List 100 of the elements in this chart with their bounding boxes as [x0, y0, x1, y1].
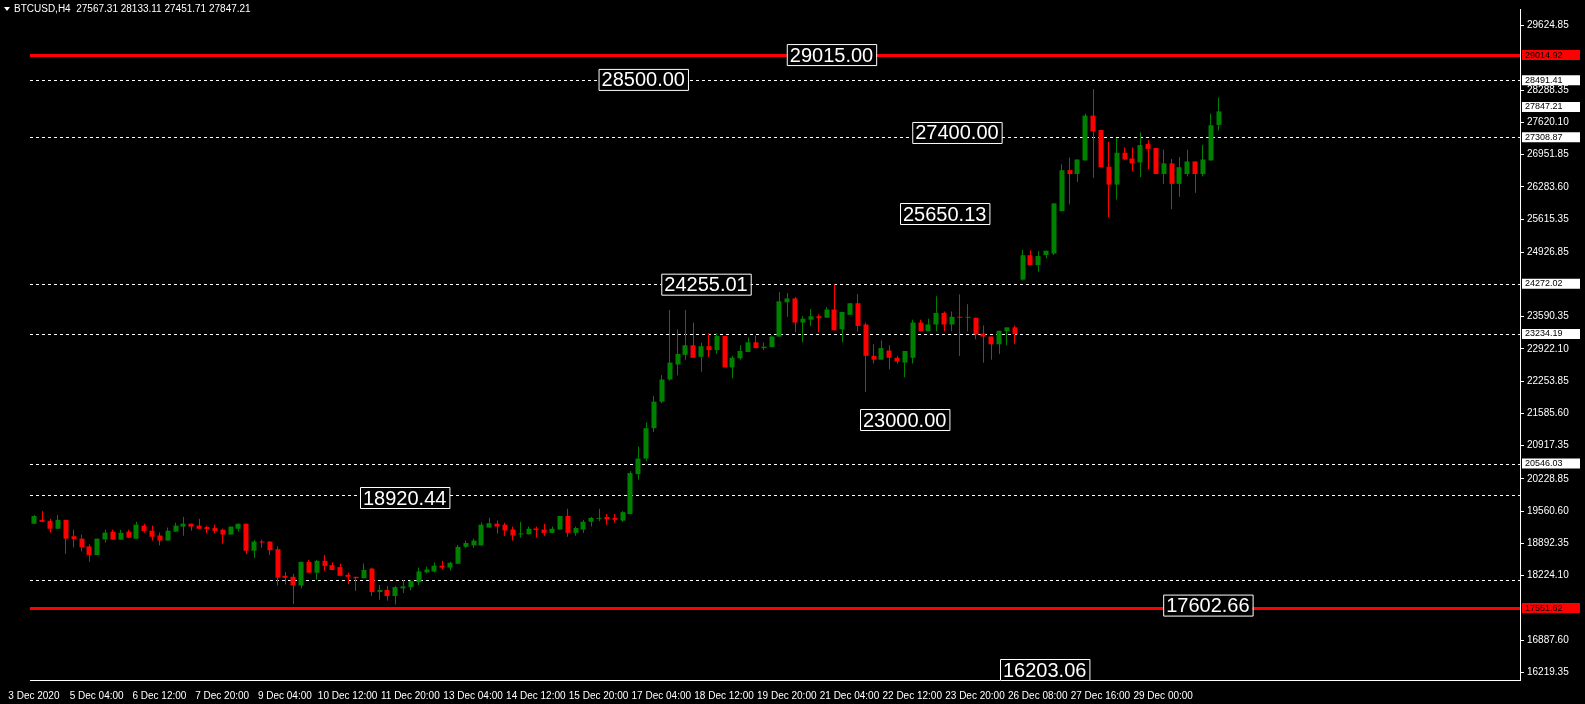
candlestick	[1090, 88, 1096, 179]
candlestick	[941, 310, 947, 332]
x-tick-label: 13 Dec 04:00	[443, 689, 504, 701]
chart-title: BTCUSD,H4 27567.31 28133.11 27451.71 27847.21	[14, 2, 252, 14]
candlestick	[855, 293, 861, 332]
y-tick-label: 26283.60	[1527, 180, 1570, 192]
candlestick	[886, 344, 892, 370]
ref-line-label: 20546.03	[1525, 458, 1563, 469]
candlestick	[871, 343, 877, 365]
candlestick	[392, 585, 398, 606]
y-tick-label: 24926.85	[1527, 246, 1570, 258]
annotation: 16203.06	[1003, 658, 1087, 681]
y-tick-label: 20917.35	[1527, 439, 1570, 451]
x-tick-label: 9 Dec 04:00	[257, 689, 313, 701]
candlestick	[1216, 97, 1222, 131]
ref-line-label: 28491.41	[1525, 74, 1563, 85]
annotation: 25650.13	[903, 202, 987, 225]
x-tick-label: 3 Dec 2020	[8, 689, 60, 701]
y-tick-label: 23590.35	[1527, 310, 1570, 322]
y-tick-label: 22922.10	[1527, 342, 1570, 354]
ref-line-label: 23234.19	[1525, 328, 1563, 339]
x-tick-label: 5 Dec 04:00	[69, 689, 125, 701]
candlestick	[933, 295, 939, 332]
candlestick	[949, 310, 955, 332]
y-tick-label: 21585.60	[1527, 407, 1570, 419]
candlestick	[518, 521, 524, 539]
candlestick	[667, 309, 673, 381]
annotation: 17602.66	[1166, 594, 1250, 617]
candlestick	[1035, 250, 1041, 273]
y-tick-label: 28288.35	[1527, 83, 1570, 95]
candlestick	[1137, 131, 1143, 178]
candlestick	[839, 311, 845, 343]
x-tick-label: 21 Dec 04:00	[819, 689, 880, 701]
x-tick-label: 23 Dec 20:00	[945, 689, 1006, 701]
candlestick	[369, 567, 375, 597]
candlestick	[1192, 160, 1198, 194]
candlestick	[1184, 149, 1190, 177]
candlestick	[565, 508, 571, 538]
text: 27847.21	[1525, 101, 1563, 112]
x-tick-label: 18 Dec 12:00	[694, 689, 755, 701]
ref-line-label: 27308.87	[1525, 131, 1563, 142]
candlestick	[706, 332, 712, 358]
y-tick-label: 16219.35	[1527, 666, 1570, 678]
y-tick-label: 18224.10	[1527, 569, 1570, 581]
candlestick	[290, 573, 296, 605]
candlestick	[675, 328, 681, 376]
candlestick	[1106, 141, 1112, 218]
candlestick	[635, 446, 641, 481]
y-tick-label: 26951.85	[1527, 148, 1570, 160]
candlestick	[714, 332, 720, 355]
y-tick-label: 22253.85	[1527, 374, 1570, 386]
x-tick-label: 27 Dec 16:00	[1070, 689, 1131, 701]
candlestick	[455, 544, 461, 565]
annotation: 28500.00	[601, 68, 685, 91]
candlestick	[1145, 139, 1151, 170]
candlestick	[1012, 324, 1018, 345]
annotation: 18920.44	[363, 486, 447, 509]
annotation: 23000.00	[863, 408, 947, 431]
candlestick	[784, 292, 790, 318]
x-tick-label: 10 Dec 12:00	[317, 689, 378, 701]
annotation: 24255.01	[664, 273, 748, 296]
ref-line-label: 17551.62	[1525, 602, 1563, 613]
candlestick	[659, 374, 665, 404]
candlestick	[698, 342, 704, 373]
candlestick	[1169, 158, 1175, 210]
x-tick-label: 7 Dec 20:00	[195, 689, 250, 701]
x-tick-label: 15 Dec 20:00	[568, 689, 629, 701]
candlestick	[831, 283, 837, 331]
y-tick-label: 27620.10	[1527, 116, 1570, 128]
candlestick	[878, 339, 884, 361]
candlestick	[800, 315, 806, 343]
candlestick	[957, 293, 963, 357]
candlestick	[1067, 157, 1073, 205]
candlestick	[902, 350, 908, 378]
candlestick	[1176, 156, 1182, 198]
candlestick	[1200, 144, 1206, 177]
annotation: 27400.00	[915, 121, 999, 144]
ref-line-label: 24272.02	[1525, 278, 1563, 289]
candlestick	[1161, 149, 1167, 185]
ref-line-label: 29014.92	[1525, 49, 1563, 60]
x-tick-label: 6 Dec 12:00	[132, 689, 187, 701]
candlestick	[690, 322, 696, 359]
x-tick-label: 14 Dec 12:00	[506, 689, 566, 701]
candlestick	[965, 303, 971, 332]
y-tick-label: 25615.35	[1527, 212, 1570, 224]
x-tick-label: 29 Dec 00:00	[1133, 689, 1194, 701]
candlestick	[298, 561, 304, 589]
candlestick	[729, 355, 735, 379]
candlestick	[63, 519, 69, 555]
y-tick-label: 18892.35	[1527, 537, 1570, 549]
candlestick	[682, 309, 688, 361]
x-tick-label: 17 Dec 04:00	[631, 689, 692, 701]
annotation: 29015.00	[789, 43, 874, 66]
candlestick	[180, 516, 186, 537]
x-tick-label: 22 Dec 12:00	[882, 689, 943, 701]
y-tick-label: 29624.85	[1527, 19, 1570, 31]
candlestick	[980, 324, 986, 364]
x-tick-label: 26 Dec 08:00	[1007, 689, 1068, 701]
y-tick-label: 19560.60	[1527, 504, 1570, 516]
y-tick-label: 20228.85	[1527, 472, 1570, 484]
